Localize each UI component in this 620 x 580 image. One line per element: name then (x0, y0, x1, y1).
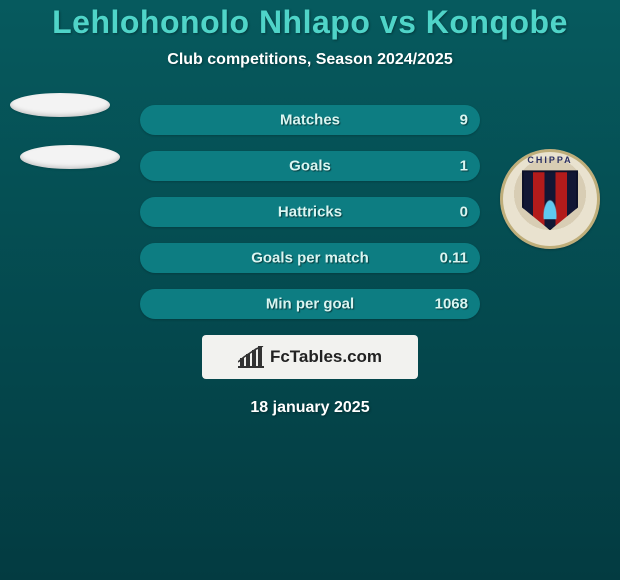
placeholder-ellipse (10, 93, 110, 117)
stat-value: 1 (460, 158, 468, 175)
stat-value: 0 (460, 204, 468, 221)
brand-badge: FcTables.com (202, 335, 418, 379)
stat-row: Goals per match 0.11 (140, 243, 480, 273)
stat-label: Goals per match (251, 250, 369, 267)
snapshot-date: 18 january 2025 (0, 399, 620, 417)
stat-row: Min per goal 1068 (140, 289, 480, 319)
stat-value: 9 (460, 112, 468, 129)
stat-value: 1068 (435, 296, 468, 313)
brand-text: FcTables.com (270, 347, 382, 367)
right-club-crest: CHIPPA (500, 149, 600, 249)
stat-value: 0.11 (440, 250, 468, 267)
stat-row: Hattricks 0 (140, 197, 480, 227)
stats-section: CHIPPA Matches 9 Goals 1 Hattricks 0 Goals per… (0, 105, 620, 319)
stat-label: Matches (280, 112, 340, 129)
crest-ring-text: CHIPPA (500, 155, 600, 165)
stat-row: Matches 9 (140, 105, 480, 135)
stat-label: Min per goal (266, 296, 354, 313)
stat-label: Hattricks (278, 204, 342, 221)
stat-rows: Matches 9 Goals 1 Hattricks 0 Goals per match 0… (140, 105, 480, 319)
placeholder-ellipse (20, 145, 120, 169)
bar-chart-icon (238, 346, 264, 368)
page-title: Lehlohonolo Nhlapo vs Konqobe (0, 4, 620, 41)
left-player-marks (10, 93, 120, 169)
comparison-card: Lehlohonolo Nhlapo vs Konqobe Club compe… (0, 0, 620, 417)
stat-row: Goals 1 (140, 151, 480, 181)
stat-label: Goals (289, 158, 331, 175)
subtitle: Club competitions, Season 2024/2025 (0, 51, 620, 69)
chippa-crest-icon: CHIPPA (500, 149, 600, 249)
